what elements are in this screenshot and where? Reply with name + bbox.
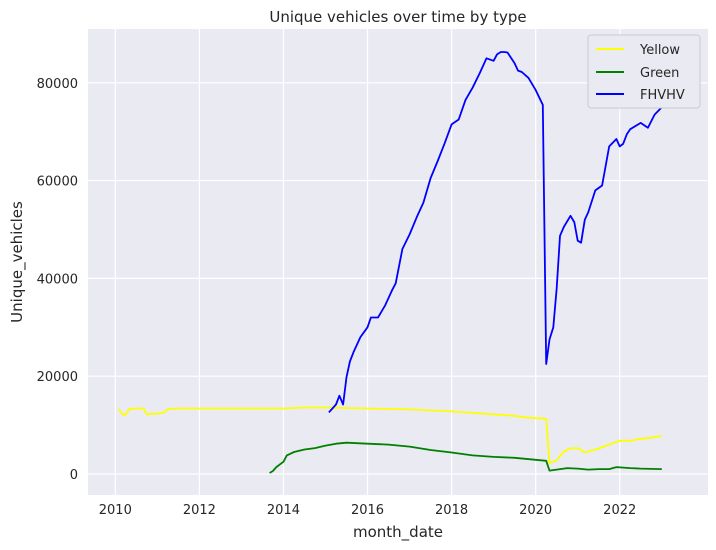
y-tick-label: 20000 [37, 370, 78, 385]
y-tick-label: 0 [70, 468, 78, 483]
y-axis-title: Unique_vehicles [8, 201, 27, 323]
legend-label-yellow: Yellow [639, 43, 680, 58]
y-tick-label: 80000 [37, 77, 78, 92]
x-tick-label: 2018 [435, 503, 468, 518]
series-layer [117, 51, 663, 474]
chart-title: Unique vehicles over time by type [269, 8, 526, 26]
grid [88, 29, 708, 495]
x-tick-label: 2016 [351, 503, 384, 518]
x-tick-label: 2014 [267, 503, 300, 518]
x-tick-label: 2022 [603, 503, 636, 518]
legend-label-green: Green [640, 66, 679, 81]
x-axis-title: month_date [353, 523, 443, 542]
x-tick-label: 2012 [183, 503, 216, 518]
x-tick-label: 2010 [99, 503, 132, 518]
legend-label-fhvhv: FHVHV [640, 88, 685, 103]
y-tick-label: 60000 [37, 175, 78, 190]
y-tick-label: 40000 [37, 272, 78, 287]
series-line-fhvhv [328, 51, 663, 414]
x-axis: 2010 2012 2014 2016 2018 2020 2022 [99, 503, 637, 518]
x-tick-label: 2020 [519, 503, 552, 518]
series-line-yellow [117, 406, 662, 465]
legend: Yellow Green FHVHV [587, 34, 701, 109]
y-axis: 0 20000 40000 60000 80000 [37, 77, 78, 483]
series-line-green [269, 441, 662, 474]
legend-box [587, 34, 701, 109]
